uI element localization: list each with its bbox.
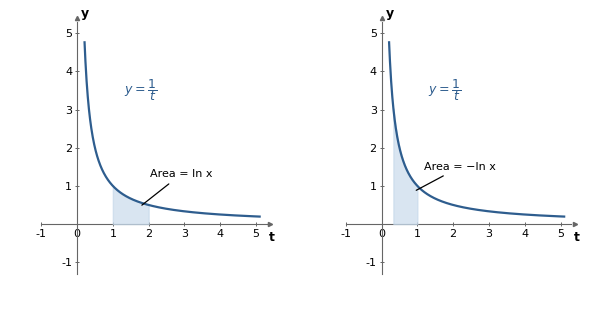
Text: y: y: [386, 7, 394, 20]
Text: $y = \dfrac{1}{t}$: $y = \dfrac{1}{t}$: [124, 77, 157, 104]
Text: $y = \dfrac{1}{t}$: $y = \dfrac{1}{t}$: [428, 77, 461, 104]
Text: Area = −ln x: Area = −ln x: [416, 162, 497, 190]
Text: Area = ln x: Area = ln x: [142, 169, 212, 205]
Text: y: y: [81, 7, 90, 20]
Text: t: t: [574, 231, 580, 244]
Text: t: t: [269, 231, 275, 244]
